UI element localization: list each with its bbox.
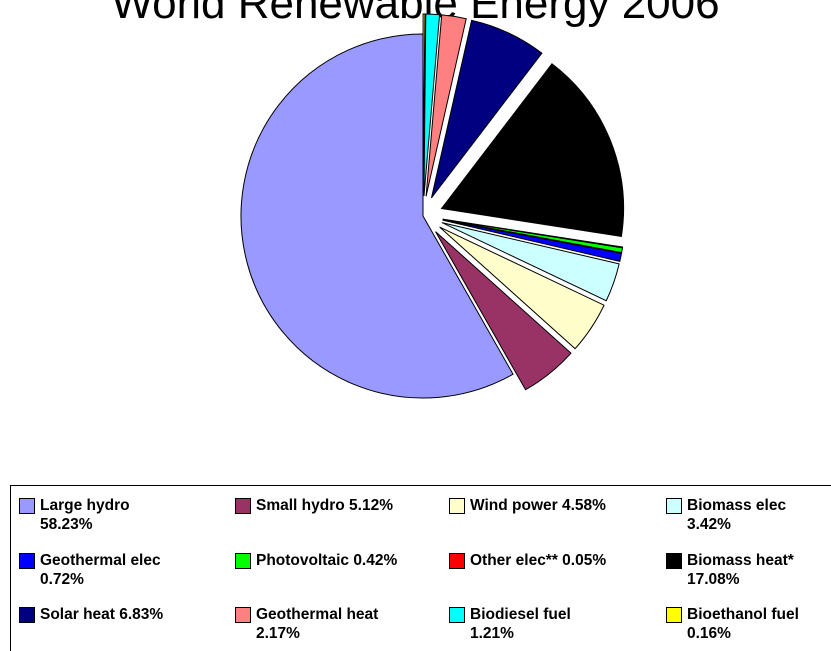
pie-slice-geothermal-heat — [425, 14, 467, 197]
legend-swatch — [449, 498, 465, 514]
legend-label: Geothermal elec — [40, 552, 161, 569]
pie-chart — [240, 13, 624, 399]
legend-swatch — [235, 498, 251, 514]
legend-text: Photovoltaic 0.42% — [256, 551, 397, 570]
legend-label: Other elec** 0.05% — [470, 552, 607, 569]
legend-swatch — [235, 553, 251, 569]
legend-value: 1.21% — [470, 625, 514, 642]
legend-label: Biodiesel fuel — [470, 606, 571, 623]
legend-text: Biomass elec 3.42% — [687, 496, 786, 534]
legend-swatch — [19, 498, 35, 514]
pie-slice-biomass-heat — [440, 63, 624, 238]
legend-label: Biomass heat* — [687, 552, 794, 569]
legend-value: 0.72% — [40, 571, 84, 588]
legend-text: Biodiesel fuel 1.21% — [470, 605, 571, 643]
legend-item-biomass-elec: Biomass elec 3.42% — [666, 496, 786, 534]
legend-value: 2.17% — [256, 625, 300, 642]
pie-slice-large-hydro — [240, 33, 514, 399]
legend-item-solar-heat: Solar heat 6.83% — [19, 605, 163, 624]
legend-text: Large hydro 58.23% — [40, 496, 130, 534]
legend-item-bioethanol-fuel: Bioethanol fuel 0.16% — [666, 605, 799, 643]
pie-slice-biomass-elec — [441, 222, 620, 302]
legend-label: Photovoltaic 0.42% — [256, 552, 398, 569]
legend-text: Wind power 4.58% — [470, 496, 606, 515]
legend-label: Solar heat 6.83% — [40, 606, 164, 623]
legend-value: 58.23% — [40, 516, 93, 533]
legend-text: Other elec** 0.05% — [470, 551, 606, 570]
legend-item-photovoltaic: Photovoltaic 0.42% — [235, 551, 397, 570]
legend-text: Bioethanol fuel 0.16% — [687, 605, 799, 643]
pie-slice-wind-power — [439, 226, 605, 350]
legend-value: 17.08% — [687, 571, 740, 588]
pie-slice-geothermal-elec — [442, 219, 623, 262]
legend-item-wind-power: Wind power 4.58% — [449, 496, 606, 515]
legend-text: Geothermal heat 2.17% — [256, 605, 378, 643]
legend-item-geothermal-heat: Geothermal heat 2.17% — [235, 605, 378, 643]
legend-text: Biomass heat* 17.08% — [687, 551, 794, 589]
legend-text: Geothermal elec 0.72% — [40, 551, 161, 589]
legend-item-other-elec: Other elec** 0.05% — [449, 551, 606, 570]
legend-item-biodiesel-fuel: Biodiesel fuel 1.21% — [449, 605, 571, 643]
legend-swatch — [449, 553, 465, 569]
legend-text: Small hydro 5.12% — [256, 496, 393, 515]
legend-swatch — [449, 607, 465, 623]
legend-text: Solar heat 6.83% — [40, 605, 163, 624]
legend-item-geothermal-elec: Geothermal elec 0.72% — [19, 551, 161, 589]
legend-swatch — [19, 553, 35, 569]
pie-slice-biodiesel-fuel — [423, 13, 441, 197]
legend-value: 3.42% — [687, 516, 731, 533]
legend-swatch — [666, 553, 682, 569]
legend-label: Wind power 4.58% — [470, 497, 606, 514]
chart-legend: Large hydro 58.23% Small hydro 5.12% Win… — [10, 485, 831, 651]
legend-swatch — [666, 607, 682, 623]
legend-label: Biomass elec — [687, 497, 787, 514]
pie-slice-other-elec — [442, 218, 624, 249]
legend-value: 0.16% — [687, 625, 731, 642]
legend-item-small-hydro: Small hydro 5.12% — [235, 496, 393, 515]
legend-item-biomass-heat: Biomass heat* 17.08% — [666, 551, 794, 589]
legend-label: Geothermal heat — [256, 606, 379, 623]
legend-item-large-hydro: Large hydro 58.23% — [19, 496, 130, 534]
legend-swatch — [19, 607, 35, 623]
pie-slice-bioethanol-fuel — [422, 13, 426, 197]
legend-swatch — [235, 607, 251, 623]
legend-label: Bioethanol fuel — [687, 606, 799, 623]
pie-slice-solar-heat — [430, 19, 543, 199]
chart-title: World Renewable Energy 2006 — [111, 0, 720, 28]
pie-slice-small-hydro — [435, 231, 572, 391]
legend-swatch — [666, 498, 682, 514]
legend-label: Large hydro — [40, 497, 130, 514]
legend-label: Small hydro 5.12% — [256, 497, 393, 514]
